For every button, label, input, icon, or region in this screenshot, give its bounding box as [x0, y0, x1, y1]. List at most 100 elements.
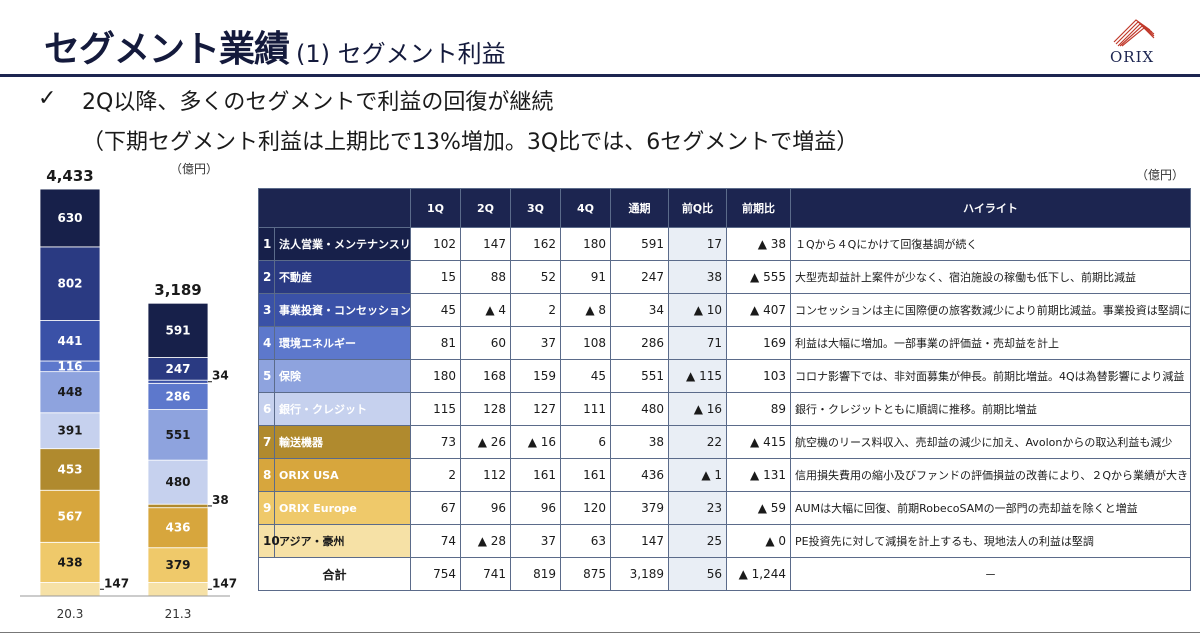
header-q4: 4Q: [560, 188, 611, 228]
cell-q3: 96: [510, 491, 561, 525]
table-row: 6 銀行・クレジット 115 128 127 111 480 ▲ 16 89 銀…: [258, 392, 1191, 426]
segment-table: 1Q 2Q 3Q 4Q 通期 前Q比 前期比 ハイライト 1 法人営業・メンテナ…: [258, 188, 1191, 591]
bullet-line-1: 2Q以降、多くのセグメントで利益の回復が継続: [82, 90, 554, 115]
header-q2: 2Q: [460, 188, 511, 228]
x-tick-label: 20.3: [57, 607, 84, 621]
segment-name: 輸送機器: [274, 425, 411, 459]
cell-highlight: PE投資先に対して減損を計上するも、現地法人の利益は堅調: [790, 524, 1191, 558]
cell-q1: 74: [410, 524, 461, 558]
cell-yoy: ▲ 407: [726, 293, 791, 327]
cell-q3: 162: [510, 227, 561, 261]
cell-q4: 63: [560, 524, 611, 558]
cell-fy: 247: [610, 260, 669, 294]
table-row: 8 ORIX USA 2 112 161 161 436 ▲ 1 ▲ 131 信…: [258, 458, 1191, 492]
bar-segment: [39, 188, 101, 248]
cell-q4: 161: [560, 458, 611, 492]
bar-value-label: 480: [165, 475, 190, 489]
cell-q4: 120: [560, 491, 611, 525]
orix-logo-icon: [1113, 19, 1155, 47]
cell-qoq: 38: [668, 260, 727, 294]
cell-q2: 112: [460, 458, 511, 492]
total-yoy: ▲ 1,244: [726, 557, 791, 591]
bar-segment: [147, 582, 209, 597]
segment-name: 事業投資・コンセッション: [274, 293, 411, 327]
page-title: セグメント業績: [44, 29, 290, 70]
table-row: 5 保険 180 168 159 45 551 ▲ 115 103 コロナ影響下…: [258, 359, 1191, 393]
bar-segment: [147, 503, 209, 509]
check-icon: ✓: [38, 86, 57, 111]
segment-name: アジア・豪州: [274, 524, 411, 558]
cell-yoy: ▲ 59: [726, 491, 791, 525]
total-q1: 754: [410, 557, 461, 591]
logo-text: ORIX: [1110, 48, 1155, 66]
bar-value-label: 247: [165, 362, 190, 376]
segment-name: 法人営業・メンテナンスリース: [274, 227, 411, 261]
cell-yoy: ▲ 38: [726, 227, 791, 261]
segment-name: ORIX USA: [274, 458, 411, 492]
cell-fy: 480: [610, 392, 669, 426]
cell-yoy: 169: [726, 326, 791, 360]
cell-q3: 52: [510, 260, 561, 294]
segment-number: 9: [258, 491, 275, 525]
cell-q1: 2: [410, 458, 461, 492]
table-row: 1 法人営業・メンテナンスリース 102 147 162 180 591 17 …: [258, 227, 1191, 261]
bar-value-label: 802: [57, 277, 82, 291]
stacked-bar-chart: 147 438 567 453 391 448 116 441 802 630 4,433 20.3 1…: [20, 167, 237, 621]
bar-segment: [39, 412, 101, 450]
cell-fy: 551: [610, 359, 669, 393]
total-label: 合計: [258, 557, 411, 591]
cell-highlight: 大型売却益計上案件が少なく、宿泊施設の稼働も低下し、前期比減益: [790, 260, 1191, 294]
bar-value-label: 567: [57, 509, 82, 523]
table-row: 7 輸送機器 73 ▲ 26 ▲ 16 6 38 22 ▲ 415 航空機のリー…: [258, 425, 1191, 459]
bar-value-label: 441: [57, 334, 82, 348]
cell-highlight: 利益は大幅に増加。一部事業の評価益・売却益を計上: [790, 326, 1191, 360]
cell-q1: 45: [410, 293, 461, 327]
cell-q2: 96: [460, 491, 511, 525]
segment-number: 5: [258, 359, 275, 393]
cell-qoq: 17: [668, 227, 727, 261]
cell-fy: 34: [610, 293, 669, 327]
cell-q1: 73: [410, 425, 461, 459]
total-q3: 819: [510, 557, 561, 591]
cell-q1: 115: [410, 392, 461, 426]
bar-value-label: 438: [57, 555, 82, 569]
cell-q4: 6: [560, 425, 611, 459]
cell-q4: 108: [560, 326, 611, 360]
bar-segment: [39, 371, 101, 414]
header-fy: 通期: [610, 188, 669, 228]
cell-q3: ▲ 16: [510, 425, 561, 459]
table-row: 3 事業投資・コンセッション 45 ▲ 4 2 ▲ 8 34 ▲ 10 ▲ 40…: [258, 293, 1191, 327]
table-row: 9 ORIX Europe 67 96 96 120 379 23 ▲ 59 A…: [258, 491, 1191, 525]
cell-highlight: 航空機のリース料収入、売却益の減少に加え、Avolonからの取込利益も減少: [790, 425, 1191, 459]
bar-value-label: 630: [57, 211, 82, 225]
table-row: 10 アジア・豪州 74 ▲ 28 37 63 147 25 ▲ 0 PE投資先…: [258, 524, 1191, 558]
bar-segment: [39, 489, 101, 543]
cell-qoq: 22: [668, 425, 727, 459]
cell-qoq: ▲ 10: [668, 293, 727, 327]
cell-highlight: 銀行・クレジットともに順調に推移。前期比増益: [790, 392, 1191, 426]
header-yoy: 前期比: [726, 188, 791, 228]
table-row: 4 環境エネルギー 81 60 37 108 286 71 169 利益は大幅に…: [258, 326, 1191, 360]
segment-name: 銀行・クレジット: [274, 392, 411, 426]
segment-number: 3: [258, 293, 275, 327]
bar-segment: [147, 302, 209, 358]
bar-value-label: 286: [165, 389, 190, 403]
segment-number: 2: [258, 260, 275, 294]
cell-qoq: 71: [668, 326, 727, 360]
cell-q2: ▲ 26: [460, 425, 511, 459]
cell-q2: 60: [460, 326, 511, 360]
cell-yoy: ▲ 0: [726, 524, 791, 558]
bar-value-label: 116: [57, 359, 82, 373]
bar-segment: [147, 459, 209, 505]
bar-total-label: 4,433: [46, 167, 93, 185]
total-q4: 875: [560, 557, 611, 591]
cell-q1: 67: [410, 491, 461, 525]
title-divider: [0, 74, 1200, 77]
cell-q2: 88: [460, 260, 511, 294]
cell-q4: 180: [560, 227, 611, 261]
total-q2: 741: [460, 557, 511, 591]
cell-q2: 128: [460, 392, 511, 426]
segment-name: ORIX Europe: [274, 491, 411, 525]
segment-name: 不動産: [274, 260, 411, 294]
bar-value-label: 147: [104, 576, 129, 590]
